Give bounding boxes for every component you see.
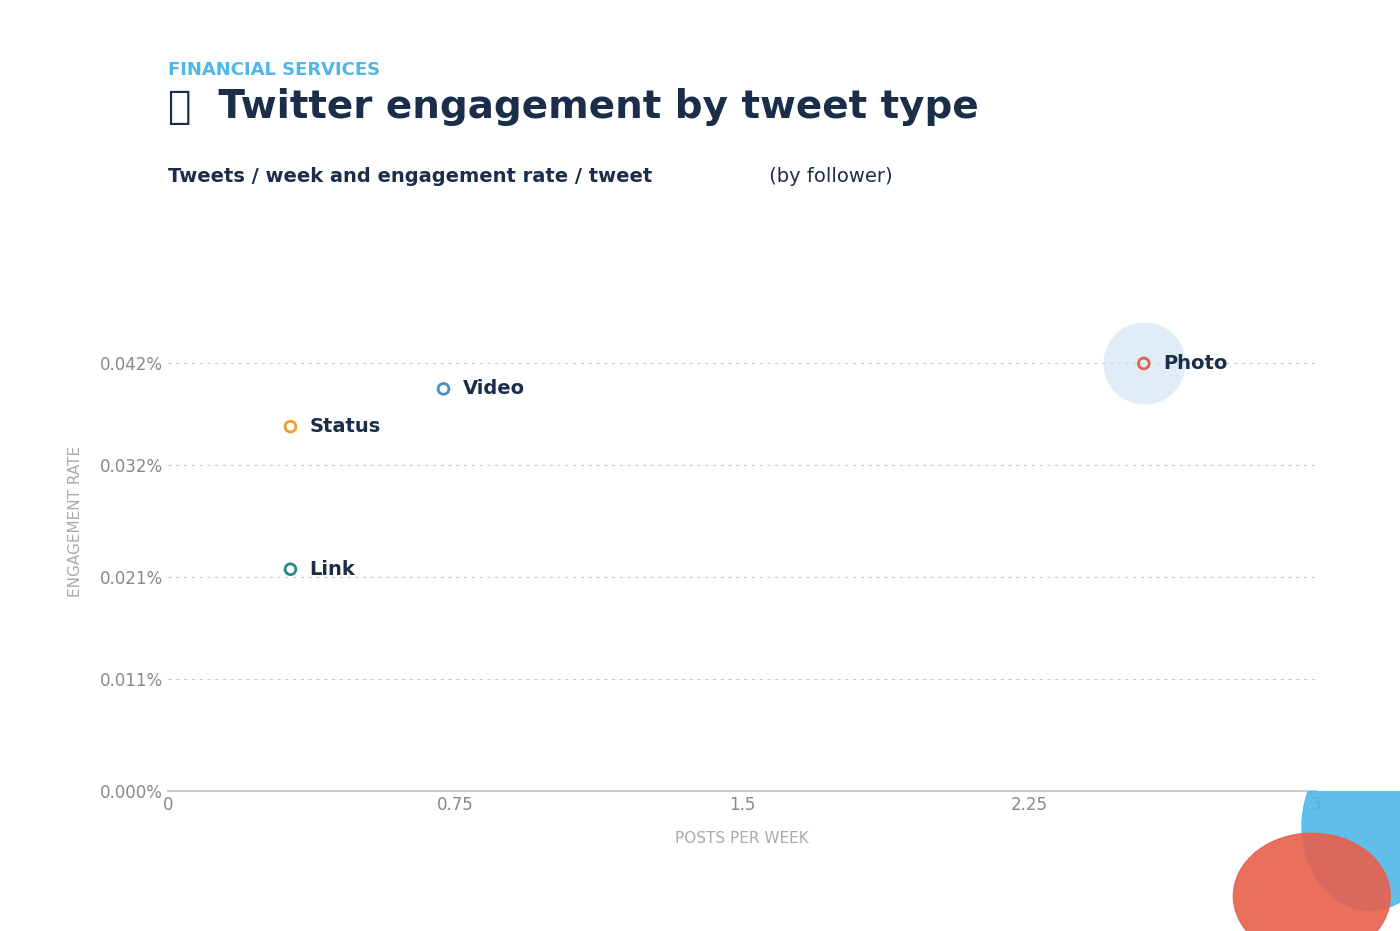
Text: 🐦  Twitter engagement by tweet type: 🐦 Twitter engagement by tweet type <box>168 88 979 126</box>
Text: Tweets / week and engagement rate / tweet: Tweets / week and engagement rate / twee… <box>168 168 652 186</box>
Y-axis label: ENGAGEMENT RATE: ENGAGEMENT RATE <box>69 446 84 597</box>
Ellipse shape <box>1302 743 1400 911</box>
Text: Status: Status <box>309 417 381 436</box>
Point <box>1133 356 1155 371</box>
Point <box>1133 356 1155 371</box>
Text: IQ: IQ <box>1264 879 1298 905</box>
Text: Video: Video <box>462 380 525 398</box>
Text: (by follower): (by follower) <box>763 168 893 186</box>
Point <box>279 561 301 576</box>
Ellipse shape <box>1233 833 1390 931</box>
Point <box>433 382 455 397</box>
Text: FINANCIAL SERVICES: FINANCIAL SERVICES <box>168 61 381 79</box>
X-axis label: POSTS PER WEEK: POSTS PER WEEK <box>675 830 809 846</box>
Text: Photo: Photo <box>1163 354 1228 373</box>
Text: Link: Link <box>309 560 356 579</box>
Point <box>279 419 301 434</box>
Text: Rival: Rival <box>1259 849 1303 868</box>
